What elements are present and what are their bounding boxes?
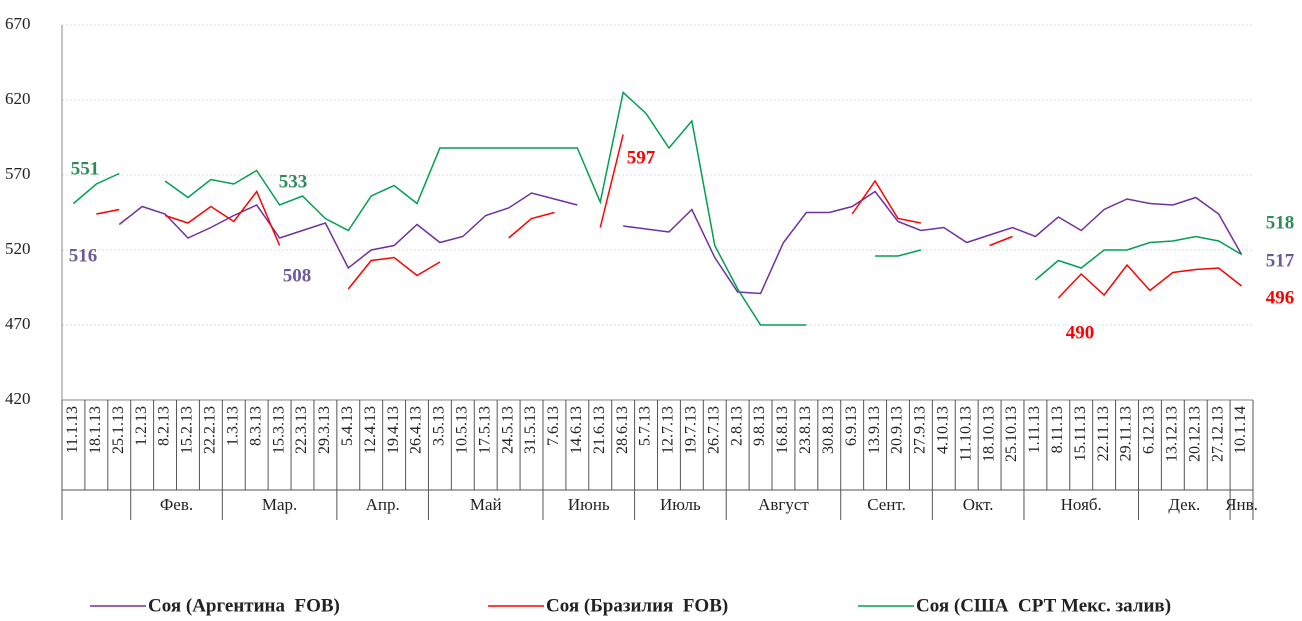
y-tick-label: 620 [5,89,31,108]
x-tick-label: 30.8.13 [820,406,837,454]
x-tick-label: 14.6.13 [568,406,585,454]
month-label: Июнь [568,495,610,514]
x-tick-label: 20.9.13 [889,406,906,454]
y-tick-label: 570 [5,164,31,183]
series-line [508,211,555,239]
x-tick-label: 5.4.13 [339,406,356,446]
annotation: 508 [283,265,312,286]
x-tick-label: 2.8.13 [728,406,745,446]
month-label: Фев. [160,495,193,514]
legend-label: Соя (Бразилия FOB) [546,595,728,616]
x-tick-label: 26.4.13 [408,406,425,454]
x-tick-label: 28.6.13 [614,406,631,454]
x-tick-label: 22.3.13 [293,406,310,454]
x-tick-label: 1.3.13 [224,406,241,446]
month-label: Июль [660,495,701,514]
x-tick-label: 19.7.13 [683,406,700,454]
series-line [96,208,120,215]
x-tick-label: 27.12.13 [1209,406,1226,462]
annotation: 518 [1266,212,1295,233]
month-label: Август [758,495,809,514]
x-tick-label: 25.10.13 [1003,406,1020,462]
x-tick-label: 12.7.13 [660,406,677,454]
annotation: 490 [1066,322,1095,343]
x-tick-label: 20.12.13 [1186,406,1203,462]
y-tick-label: 520 [5,239,31,258]
series-line [164,190,281,246]
month-label: Мар. [262,495,297,514]
x-tick-label: 8.3.13 [247,406,264,446]
x-tick-label: 12.4.13 [362,406,379,454]
x-tick-label: 16.8.13 [774,406,791,454]
x-tick-label: 1.2.13 [133,406,150,446]
x-tick-label: 11.1.13 [64,406,81,453]
annotation: 516 [69,245,98,266]
x-tick-label: 18.1.13 [87,406,104,454]
x-tick-label: 5.7.13 [637,406,654,446]
x-tick-label: 25.1.13 [110,406,127,454]
series-line [989,235,1013,247]
annotation: 517 [1266,250,1295,271]
annotation: 551 [71,158,100,179]
x-tick-label: 3.5.13 [431,406,448,446]
x-tick-label: 10.5.13 [453,406,470,454]
month-label: Янв. [1225,495,1258,514]
x-tick-label: 8.2.13 [156,406,173,446]
month-label: Дек. [1168,495,1200,514]
x-tick-label: 11.10.13 [957,406,974,461]
x-tick-label: 9.8.13 [751,406,768,446]
x-tick-label: 10.1.14 [1232,406,1249,454]
x-tick-label: 17.5.13 [476,406,493,454]
x-tick-label: 15.2.13 [179,406,196,454]
x-tick-label: 24.5.13 [499,406,516,454]
series-line [1057,263,1243,299]
series-line [599,134,624,228]
x-tick-label: 29.3.13 [316,406,333,454]
month-label: Окт. [963,495,994,514]
annotation: 533 [279,171,308,192]
annotation: 597 [627,147,656,168]
x-tick-label: 7.6.13 [545,406,562,446]
y-tick-label: 420 [5,389,31,408]
x-tick-label: 22.11.13 [1095,406,1112,461]
month-label: Апр. [366,495,400,514]
x-tick-label: 21.6.13 [591,406,608,454]
x-tick-label: 19.4.13 [385,406,402,454]
legend-label: Соя (Аргентина FOB) [148,595,340,616]
series-line [875,249,922,257]
x-tick-label: 23.8.13 [797,406,814,454]
x-tick-label: 27.9.13 [912,406,929,454]
y-tick-label: 670 [5,14,31,33]
x-tick-label: 6.9.13 [843,406,860,446]
x-tick-label: 29.11.13 [1118,406,1135,461]
month-label: Сент. [867,495,906,514]
month-label: Нояб. [1061,495,1102,514]
x-tick-label: 6.12.13 [1141,406,1158,454]
series-line [118,192,578,270]
legend-label: Соя (США СРТ Мекс. залив) [916,595,1171,616]
series-line [164,91,807,326]
series-line [623,190,1243,295]
series-line [851,179,922,224]
series-line [72,172,120,205]
x-tick-label: 1.11.13 [1026,406,1043,453]
x-tick-label: 13.9.13 [866,406,883,454]
y-tick-label: 470 [5,314,31,333]
x-tick-label: 15.11.13 [1072,406,1089,461]
x-tick-label: 22.2.13 [202,406,219,454]
x-tick-label: 15.3.13 [270,406,287,454]
x-tick-label: 26.7.13 [705,406,722,454]
annotation: 496 [1266,287,1295,308]
month-label: Май [470,495,502,514]
series-line [1034,235,1242,281]
x-tick-label: 31.5.13 [522,406,539,454]
x-tick-label: 4.10.13 [934,406,951,454]
x-tick-label: 8.11.13 [1049,406,1066,453]
x-tick-label: 13.12.13 [1164,406,1181,462]
x-tick-label: 18.10.13 [980,406,997,462]
series-line [347,256,441,290]
